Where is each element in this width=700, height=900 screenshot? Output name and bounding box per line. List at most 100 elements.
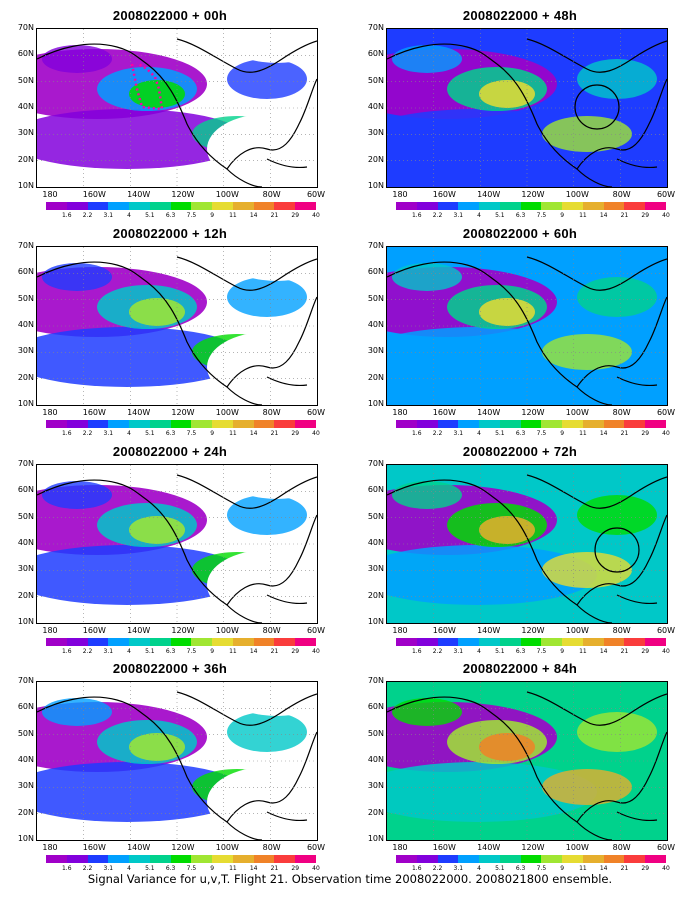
longitude-label: 100W [565,190,589,199]
variance-field-blob [42,263,112,291]
colorbar-label: 21 [620,212,629,219]
colorbar-label: 40 [662,430,670,437]
longitude-label: 160W [82,626,106,635]
map-svg [387,465,667,623]
map-plot-area [386,246,668,406]
longitude-label: 60W [306,408,326,417]
latitude-label: 10N [367,181,384,190]
colorbar-swatch [46,855,67,863]
colorbar-swatch [129,638,150,646]
longitude-label: 80W [262,190,281,199]
coastline [37,256,317,405]
latitude-label: 60N [367,485,384,495]
colorbar-label: 3.1 [103,430,114,437]
map-panel: 2008022000 + 84h 70N 60N 50N 40N 30N 20N 10N 180… [350,661,690,879]
longitude-label: 80W [612,843,631,852]
longitude-label: 80W [612,626,631,635]
colorbar-label: 9 [210,648,215,655]
longitude-label: 80W [612,408,631,417]
colorbar-label: 7.5 [186,865,197,872]
colorbar-label: 5.1 [495,648,505,655]
longitude-label: 180 [42,190,58,199]
colorbar-label: 21 [270,865,279,872]
map-svg [387,247,667,405]
latitude-label: 40N [17,102,34,111]
variance-field-blob [129,298,185,326]
colorbar-swatch [479,202,500,210]
panel-title: 2008022000 + 24h [112,444,228,459]
colorbar-label: 40 [662,212,670,219]
latitude-label: 70N [367,241,384,250]
colorbar-swatch [541,420,563,428]
variance-field-blob [37,762,247,822]
variance-field-blob [479,298,535,326]
colorbar-label: 21 [270,648,279,655]
colorbar-swatch [212,855,233,863]
colorbar-swatch [170,638,192,646]
colorbar-label: 11 [229,212,237,219]
colorbar-label: 11 [579,648,587,655]
variance-field-blob [42,481,112,509]
map-svg [37,465,317,623]
latitude-label: 40N [367,320,384,329]
panel-title: 2008022000 + 48h [462,8,578,23]
longitude-label: 160W [432,190,456,199]
latitude-label: 30N [367,564,384,574]
longitude-label: 140W [477,190,501,199]
colorbar-swatch [66,855,88,863]
colorbar-label: 40 [662,865,670,872]
colorbar-label: 1.6 [61,212,72,219]
colorbar-swatch [479,855,500,863]
colorbar-label: 4 [477,212,481,219]
colorbar-label: 6.3 [515,430,526,437]
variance-field-blob [129,516,185,544]
longitude-label: 100W [215,843,239,852]
colorbar-swatch [582,202,604,210]
variance-field-blob [37,109,247,169]
colorbar-label: 7.5 [186,430,197,437]
colorbar-swatch [108,855,130,863]
variance-field-blob [577,712,657,752]
panel-title: 2008022000 + 12h [112,226,228,241]
colorbar-label: 3.1 [103,648,114,655]
colorbar-label: 14 [599,430,608,437]
panel-title: 2008022000 + 60h [462,226,578,241]
colorbar-swatch [66,420,88,428]
longitude-label: 160W [432,843,456,852]
colorbar-label: 3.1 [453,430,464,437]
colorbar-swatch [129,855,150,863]
colorbar-swatch [129,420,150,428]
colorbar-swatch [458,855,480,863]
colorbar-label: 21 [270,430,279,437]
longitude-label: 100W [565,843,589,852]
colorbar-label: 6.3 [165,865,176,872]
latitude-label: 20N [367,154,384,164]
colorbar-label: 11 [229,430,237,437]
colorbar-label: 11 [579,865,587,872]
map-panel: 2008022000 + 72h 70N 60N 50N 40N 30N 20N 10N 180… [350,444,690,662]
colorbar-label: 11 [579,212,587,219]
longitude-label: 80W [612,190,631,199]
variance-field-blob [237,253,317,281]
colorbar-swatch [149,420,171,428]
latitude-label: 40N [17,320,34,329]
longitude-label: 140W [127,626,151,635]
coastline [387,256,667,405]
colorbar-label: 14 [599,865,608,872]
colorbar-swatch [541,638,563,646]
longitude-label: 180 [42,626,58,635]
longitude-label: 60W [656,843,676,852]
colorbar-swatch [232,202,254,210]
colorbar-swatch [603,855,625,863]
colorbar-label: 2.2 [432,212,443,219]
colorbar-label: 7.5 [186,648,197,655]
colorbar-label: 5.1 [145,430,155,437]
latitude-label: 20N [367,590,384,600]
colorbar-swatch [274,420,296,428]
latitude-label: 10N [17,399,34,408]
colorbar-label: 2.2 [432,865,443,872]
coastline [387,691,667,840]
colorbar-swatch [479,638,500,646]
variance-field-blob [129,733,185,761]
longitude-label: 60W [656,626,676,635]
